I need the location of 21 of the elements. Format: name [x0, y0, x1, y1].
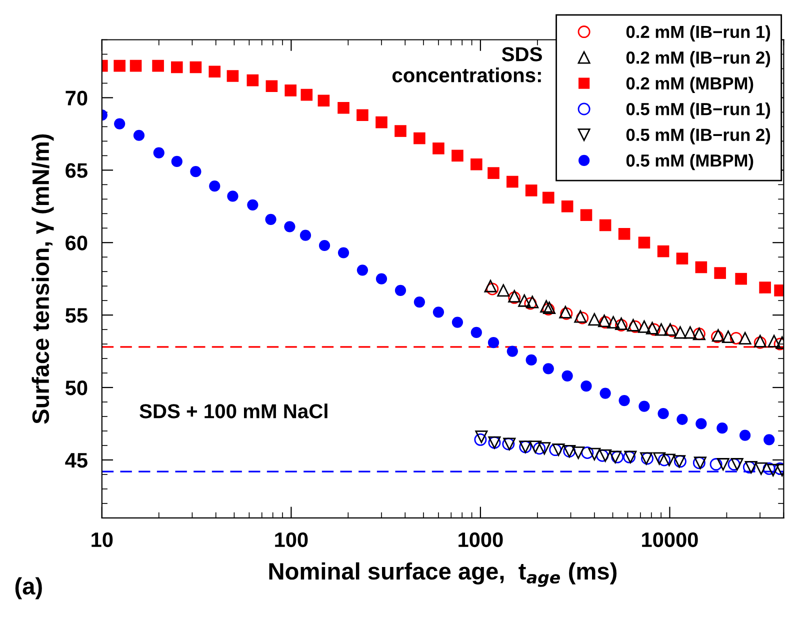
- annotation: SDS concentrations:: [392, 47, 542, 82]
- y-tick-label: 70: [66, 90, 88, 106]
- legend-label: 0.5 mM (IB−run 2): [626, 128, 770, 144]
- x-tick-label: 100: [275, 532, 308, 548]
- y-tick-label: 45: [65, 453, 88, 468]
- y-tick-label: 65: [66, 163, 88, 178]
- legend-label: 0.5 mM (MBPM): [626, 154, 754, 170]
- legend-label: 0.2 mM (IB−run 2): [626, 51, 770, 68]
- x-axis-title: Nominal surface age, t$_{age}$ (ms): [269, 562, 617, 587]
- legend-label: 0.5 mM (IB−run 1): [626, 102, 770, 119]
- legend-label: 0.2 mM (IB−run 1): [626, 25, 770, 42]
- legend-label: 0.2 mM (MBPM): [626, 76, 754, 93]
- x-tick-label: 1000: [458, 532, 503, 548]
- y-tick-label: 55: [65, 308, 88, 323]
- annotation: SDS + 100 mM NaCl: [140, 404, 328, 418]
- y-tick-label: 50: [65, 380, 88, 396]
- y-tick-label: 60: [66, 236, 88, 250]
- text: (a): [15, 577, 42, 600]
- x-tick-label: 10: [92, 532, 113, 548]
- x-tick-label: 10000: [642, 532, 698, 548]
- y-axis-title: Surface tension, γ (mN/m): [32, 134, 54, 424]
